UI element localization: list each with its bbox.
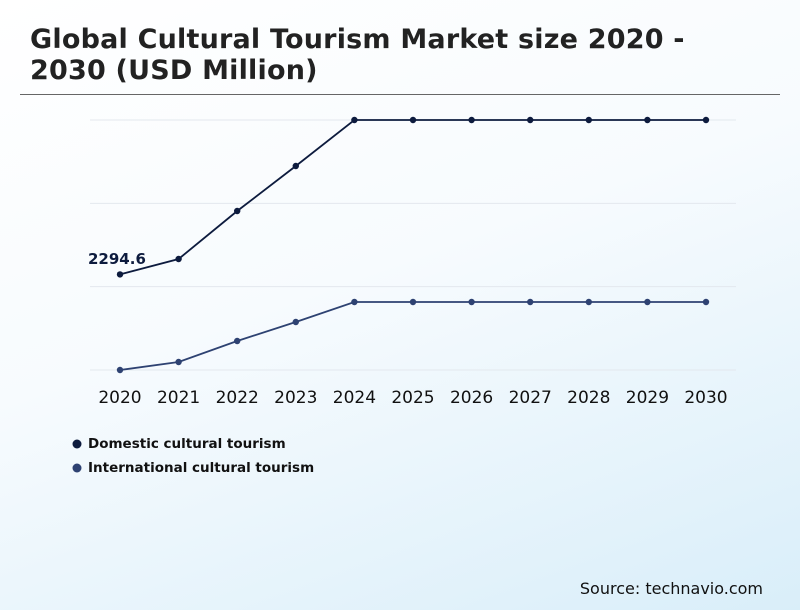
- data-point: [585, 298, 592, 306]
- x-tick-label: 2028: [567, 388, 610, 408]
- series-line: [119, 301, 706, 371]
- legend-label: International cultural tourism: [88, 460, 314, 476]
- data-point: [292, 162, 299, 170]
- data-point: [585, 116, 592, 124]
- chart-title: Global Cultural Tourism Market size 2020…: [30, 24, 685, 86]
- data-point: [175, 255, 182, 263]
- data-point: [702, 116, 710, 124]
- legend-marker: [72, 439, 82, 449]
- data-point: [116, 271, 124, 278]
- data-point: [527, 298, 534, 306]
- x-tick-label: 2021: [157, 388, 200, 408]
- data-point: [234, 337, 241, 345]
- x-tick-label: 2020: [98, 388, 141, 408]
- data-point: [468, 116, 475, 124]
- source: Source: technavio.com: [579, 579, 763, 598]
- data-point: [409, 116, 417, 124]
- x-tick-label: 2024: [333, 388, 376, 408]
- data-point: [644, 116, 651, 124]
- data-point: [527, 116, 534, 124]
- x-tick-label: 2027: [509, 388, 552, 408]
- x-tick-label: 2029: [626, 388, 669, 408]
- data-point: [468, 298, 475, 306]
- legend-marker: [72, 463, 82, 473]
- x-tick-label: 2026: [450, 388, 493, 408]
- x-tick-label: 2022: [216, 388, 259, 408]
- legend-label: Domestic cultural tourism: [88, 436, 286, 452]
- x-tick-label: 2030: [684, 388, 727, 408]
- data-point: [644, 298, 651, 306]
- title-rule: [20, 94, 780, 95]
- data-point: [234, 207, 241, 215]
- series-line: [119, 119, 706, 276]
- data-point: [175, 358, 182, 366]
- data-point: [409, 298, 417, 306]
- x-tick-label: 2025: [391, 388, 434, 408]
- data-point: [351, 298, 358, 306]
- x-tick-label: 2023: [274, 388, 317, 408]
- data-point: [116, 366, 124, 374]
- data-point: [292, 318, 299, 326]
- data-point: [702, 298, 710, 306]
- data-point: [351, 116, 358, 124]
- data-label: 2294.6: [88, 250, 146, 268]
